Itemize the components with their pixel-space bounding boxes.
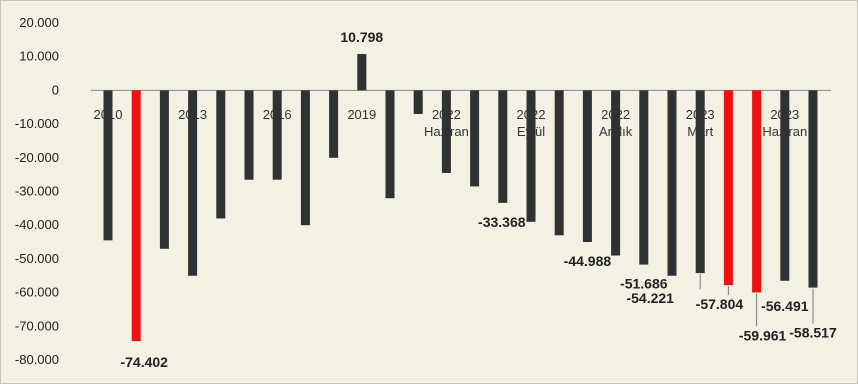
bar-17 bbox=[582, 90, 592, 243]
bar-19 bbox=[639, 90, 649, 265]
data-label-9: 10.798 bbox=[340, 29, 383, 45]
bars bbox=[103, 54, 818, 342]
y-tick-label: -70.000 bbox=[15, 318, 59, 333]
x-tick-label: 2010 bbox=[94, 107, 123, 122]
x-tick-label: 2019 bbox=[347, 107, 376, 122]
x-tick-label: 2022 Haziran bbox=[424, 107, 469, 139]
data-label-22: -57.804 bbox=[696, 296, 744, 312]
x-axis-labels: 2010 2013 2016 2019 2022 Haziran 2022 Eylül 2022… bbox=[94, 107, 808, 139]
y-tick-label: -80.000 bbox=[15, 352, 59, 367]
bar-12 bbox=[441, 90, 451, 173]
bar-8 bbox=[329, 90, 339, 158]
data-label-19: -51.686 bbox=[620, 276, 668, 292]
y-tick-label: -60.000 bbox=[15, 285, 59, 300]
bar-7 bbox=[300, 90, 310, 226]
data-label-24: -56.491 bbox=[761, 298, 809, 314]
x-tick-label: 2013 bbox=[178, 107, 207, 122]
bar-18 bbox=[611, 90, 621, 256]
bar-11 bbox=[413, 90, 423, 114]
data-label-14: -33.368 bbox=[478, 214, 526, 230]
x-tick-label: 2022 Aralık bbox=[599, 107, 633, 139]
bar-15 bbox=[526, 90, 536, 222]
y-tick-label: 0 bbox=[52, 82, 59, 97]
y-tick-label: -50.000 bbox=[15, 251, 59, 266]
bar-3 bbox=[188, 90, 198, 276]
bar-24 bbox=[780, 90, 790, 281]
bar-23 bbox=[752, 90, 762, 293]
bar-25 bbox=[808, 90, 818, 288]
x-tick-label: 2022 Eylül bbox=[517, 107, 546, 139]
data-label-21: -54.221 bbox=[626, 290, 674, 306]
bar-2 bbox=[159, 90, 169, 249]
x-tick-label: 2016 bbox=[263, 107, 292, 122]
y-tick-label: 20.000 bbox=[19, 15, 59, 30]
data-labels: -74.402 10.798 -33.368 -44.988 -51.686-54.22… bbox=[120, 29, 836, 370]
bar-21 bbox=[695, 90, 705, 274]
bar-6 bbox=[272, 90, 282, 180]
bar-14 bbox=[498, 90, 508, 203]
y-tick-label: -10.000 bbox=[15, 116, 59, 131]
bar-10 bbox=[385, 90, 395, 199]
bar-4 bbox=[216, 90, 226, 219]
y-tick-label: -20.000 bbox=[15, 150, 59, 165]
data-label-25: -58.517 bbox=[789, 325, 837, 341]
y-tick-label: -30.000 bbox=[15, 184, 59, 199]
bar-5 bbox=[244, 90, 254, 180]
data-label-1: -74.402 bbox=[120, 354, 168, 370]
x-tick-label: 2023 Mart bbox=[686, 107, 715, 139]
bar-20 bbox=[667, 90, 677, 276]
bar-13 bbox=[470, 90, 480, 187]
y-tick-label: -40.000 bbox=[15, 217, 59, 232]
bar-1 bbox=[131, 90, 141, 342]
bar-9 bbox=[357, 54, 367, 91]
data-label-17: -44.988 bbox=[564, 253, 612, 269]
leader-lines bbox=[699, 274, 814, 327]
y-axis: 20.000 10.000 0 -10.000 -20.000 -30.000 -40.00… bbox=[15, 15, 59, 367]
y-tick-label: 10.000 bbox=[19, 49, 59, 64]
bar-0 bbox=[103, 90, 113, 241]
bar-22 bbox=[723, 90, 733, 286]
x-tick-label: 2023 Haziran bbox=[762, 107, 807, 139]
bar-16 bbox=[554, 90, 564, 236]
data-label-23: -59.961 bbox=[739, 327, 787, 343]
